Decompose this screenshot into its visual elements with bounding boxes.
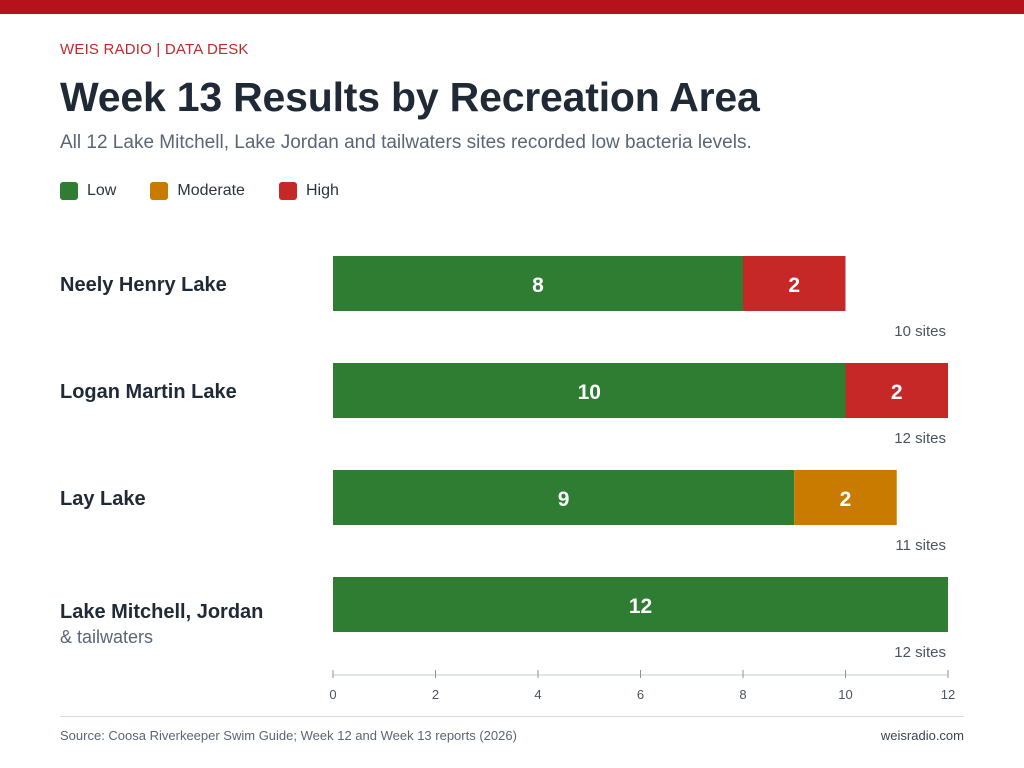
legend-item-moderate: Moderate: [150, 182, 245, 200]
bar-value-label: 10: [578, 381, 601, 404]
site-credit: weisradio.com: [880, 728, 964, 743]
bar-segment-low: [333, 363, 846, 418]
footer-divider: [60, 716, 964, 717]
x-tick-label: 12: [941, 687, 955, 702]
bar-segment-low: [333, 470, 795, 525]
x-tick-label: 6: [637, 687, 644, 702]
category-label: Lake Mitchell, Jordan: [60, 601, 263, 623]
chart-subtitle: All 12 Lake Mitchell, Lake Jordan and ta…: [60, 132, 752, 153]
bar-segment-low: [333, 256, 743, 311]
legend-label-high: High: [305, 182, 339, 199]
legend: Low Moderate High: [60, 182, 373, 200]
total-sites-label: 11 sites: [895, 537, 946, 554]
kicker: WEIS RADIO | DATA DESK: [60, 41, 249, 58]
x-tick-label: 0: [329, 687, 336, 702]
legend-label-low: Low: [87, 182, 117, 199]
total-sites-label: 10 sites: [894, 323, 946, 340]
bar-value-label: 12: [629, 595, 652, 618]
category-label: Lay Lake: [60, 488, 146, 510]
legend-label-moderate: Moderate: [177, 182, 245, 199]
category-label: Neely Henry Lake: [60, 274, 227, 296]
x-tick-label: 2: [432, 687, 439, 702]
stacked-bar-chart: Neely Henry Lake 8 2 10 sites Logan Martin L…: [60, 256, 955, 702]
bar-value-label: 9: [558, 488, 570, 511]
bar-value-label: 2: [788, 274, 800, 297]
x-tick-label: 8: [739, 687, 746, 702]
legend-item-low: Low: [60, 182, 116, 200]
legend-item-high: High: [278, 182, 339, 200]
total-sites-label: 12 sites: [894, 644, 946, 661]
bar-value-label: 2: [840, 488, 852, 511]
bar-segment-high: [743, 256, 846, 311]
legend-swatch-low: [60, 182, 78, 200]
x-tick-label: 10: [838, 687, 852, 702]
legend-swatch-high: [278, 182, 297, 200]
chart-title: Week 13 Results by Recreation Area: [60, 74, 760, 120]
legend-swatch-moderate: [150, 182, 169, 200]
bar-segment-low: [333, 577, 948, 632]
bar-segment-moderate: [794, 470, 897, 525]
bar-value-label: 8: [532, 274, 544, 297]
x-tick-label: 4: [534, 687, 541, 702]
source-note: Source: Coosa Riverkeeper Swim Guide; We…: [60, 728, 517, 743]
bar-segment-high: [845, 363, 948, 418]
top-accent-bar: [0, 0, 1024, 14]
category-label: Logan Martin Lake: [60, 381, 237, 403]
bar-value-label: 2: [891, 381, 903, 404]
category-sublabel: & tailwaters: [60, 627, 153, 647]
total-sites-label: 12 sites: [894, 430, 946, 447]
